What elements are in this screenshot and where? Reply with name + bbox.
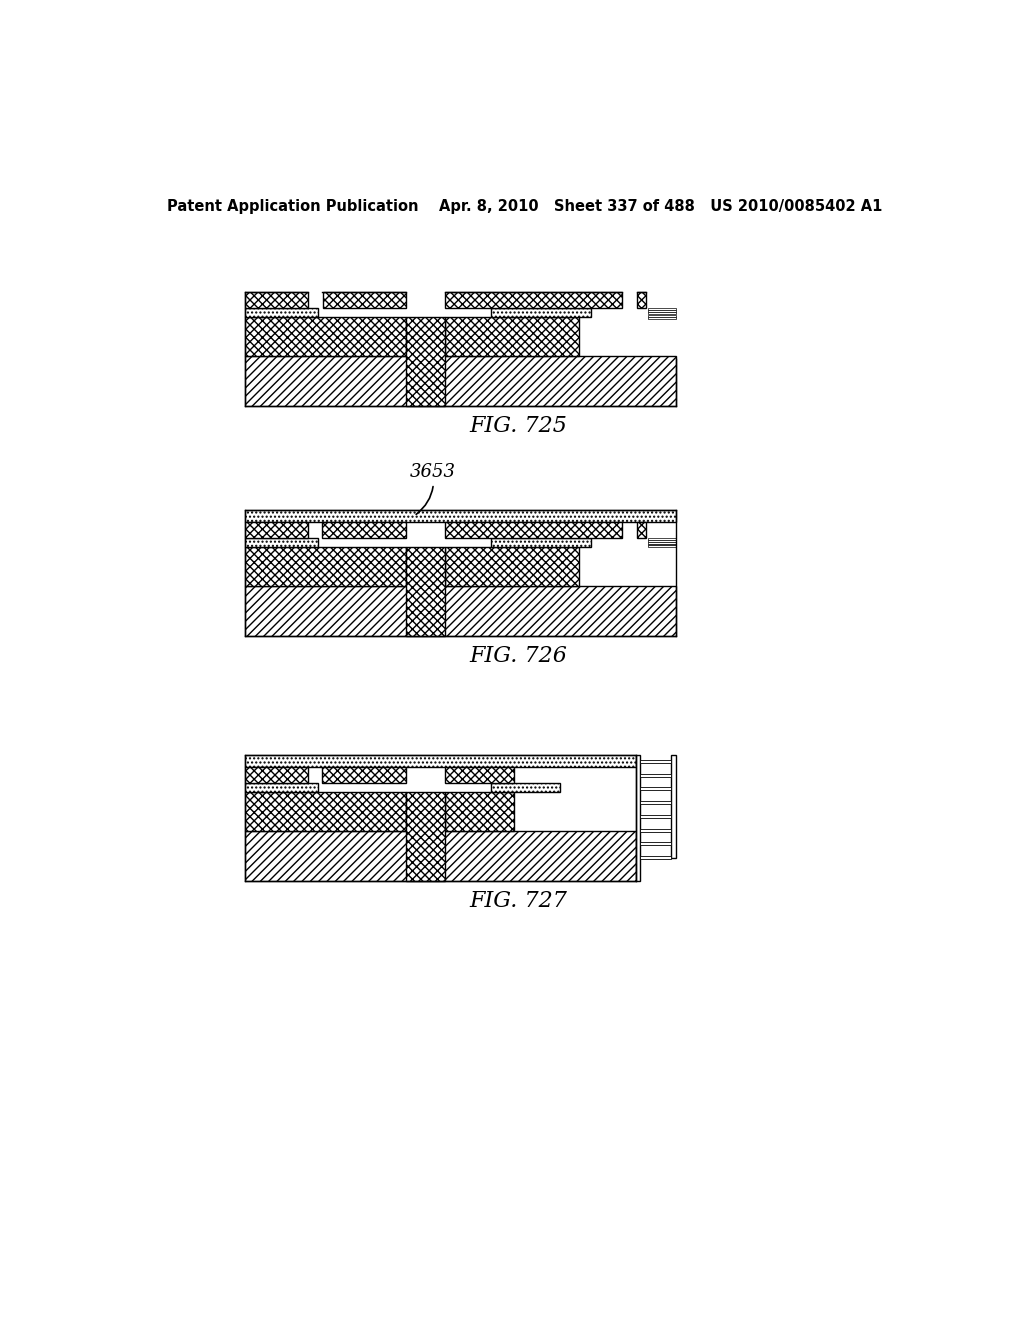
Bar [648,544,676,545]
Bar [245,783,317,792]
Bar [444,521,622,539]
Text: 3653: 3653 [410,463,456,515]
Bar [640,842,671,845]
Bar [444,767,514,783]
Bar [407,548,444,636]
Text: FIG. 727: FIG. 727 [469,890,567,912]
Bar [637,521,646,539]
Bar [640,787,671,791]
Bar [407,792,444,880]
Bar [322,767,407,783]
Bar [648,541,676,544]
Bar [640,801,671,804]
Bar [245,355,676,405]
Bar [648,540,676,541]
Bar [648,313,676,314]
Bar [245,755,636,767]
Bar [245,292,676,405]
Bar [444,792,514,830]
Bar [245,548,407,586]
Text: FIG. 725: FIG. 725 [469,414,567,437]
Bar [444,548,580,586]
Bar [648,314,676,317]
Bar [245,586,676,636]
Bar [444,292,622,308]
Bar [640,760,671,763]
Text: Patent Application Publication    Apr. 8, 2010   Sheet 337 of 488   US 2010/0085: Patent Application Publication Apr. 8, 2… [167,198,883,214]
Bar [637,292,646,308]
Bar [245,308,317,317]
Bar [245,539,317,548]
Bar [444,317,580,355]
Bar [640,857,671,859]
Bar [490,783,560,792]
Bar [636,755,640,880]
Bar [671,755,676,858]
Bar [245,830,636,880]
Text: FIG. 726: FIG. 726 [469,645,567,667]
Bar [640,774,671,776]
Bar [648,545,676,548]
Bar [490,308,591,317]
Bar [648,539,676,540]
Bar [648,308,676,310]
Bar [322,521,407,539]
Bar [245,792,407,830]
Bar [490,539,591,548]
Bar [640,829,671,832]
Bar [245,767,307,783]
Bar [245,521,307,539]
Bar [648,310,676,312]
Bar [245,511,676,521]
Bar [245,292,307,308]
Bar [245,317,407,355]
Bar [648,317,676,319]
Bar [323,292,407,308]
Bar [245,511,676,652]
Bar [640,814,671,818]
Bar [407,317,444,405]
